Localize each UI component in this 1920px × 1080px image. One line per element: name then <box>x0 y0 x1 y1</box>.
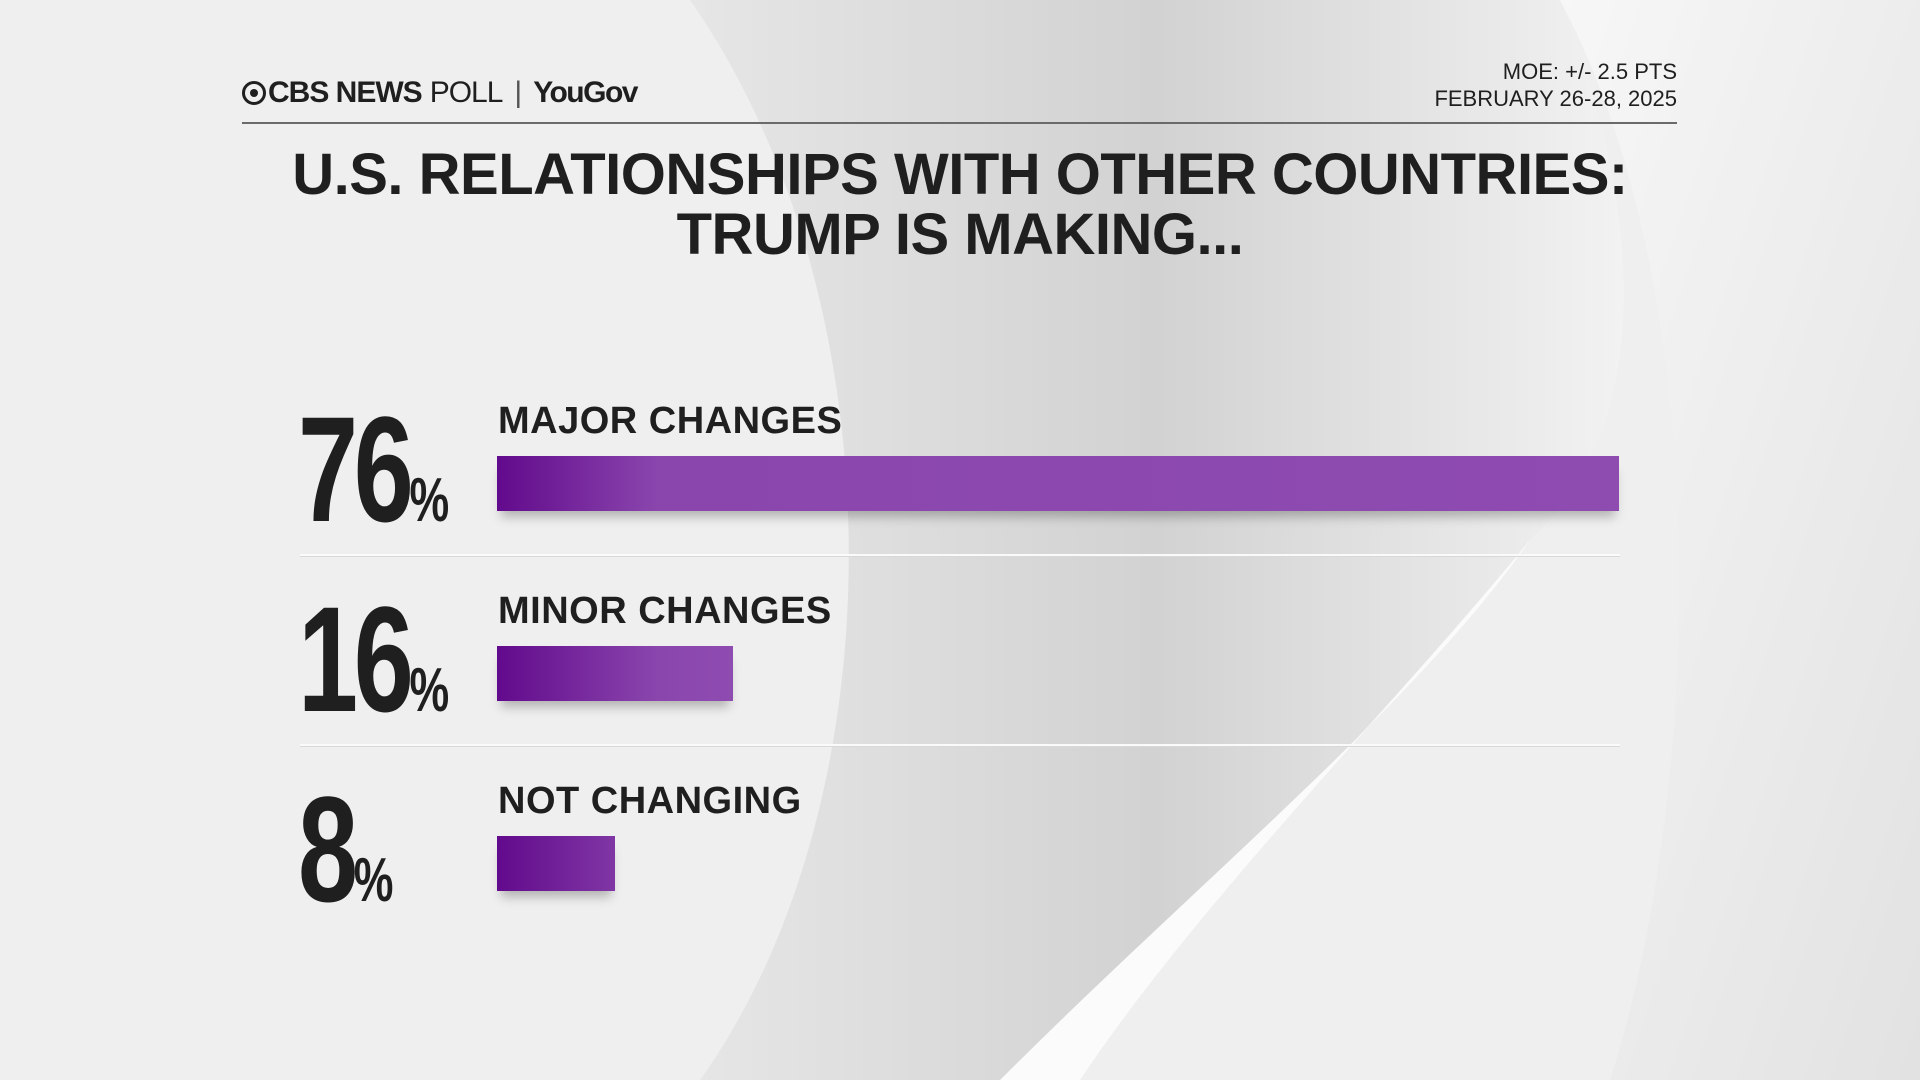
cbs-news-poll-logo: CBS NEWS POLL | YouGov <box>242 76 638 110</box>
brand-name: CBS NEWS <box>268 76 423 109</box>
category-label: MINOR CHANGES <box>498 590 832 632</box>
title-line-1: U.S. RELATIONSHIPS WITH OTHER COUNTRIES: <box>292 142 1628 207</box>
row-divider <box>300 554 1620 556</box>
title-line-2: TRUMP IS MAKING... <box>676 202 1244 267</box>
value-label: 76% <box>298 394 449 544</box>
category-label: MAJOR CHANGES <box>498 400 843 442</box>
bar <box>497 646 734 701</box>
percent-sign: % <box>409 656 450 725</box>
value-label: 16% <box>298 584 449 734</box>
category-label: NOT CHANGING <box>498 780 802 822</box>
yougov-logo: YouGov <box>533 76 638 109</box>
bar <box>497 456 1619 511</box>
value-label: 8% <box>298 774 393 924</box>
value-number: 8 <box>298 765 358 933</box>
cbs-eye-icon <box>242 81 266 105</box>
value-number: 16 <box>298 575 414 743</box>
margin-of-error: MOE: +/- 2.5 PTS <box>1502 59 1677 84</box>
brand-suffix: POLL <box>429 76 504 109</box>
chart-title: U.S. RELATIONSHIPS WITH OTHER COUNTRIES:… <box>0 145 1920 265</box>
percent-sign: % <box>409 466 450 535</box>
logo-divider: | <box>514 76 522 109</box>
poll-dates: FEBRUARY 26-28, 2025 <box>1434 86 1677 111</box>
row-divider <box>300 744 1620 746</box>
value-number: 76 <box>298 385 414 553</box>
header-divider <box>242 122 1677 124</box>
bar <box>497 836 616 891</box>
poll-meta: MOE: +/- 2.5 PTS FEBRUARY 26-28, 2025 <box>1434 58 1677 112</box>
percent-sign: % <box>353 846 394 915</box>
